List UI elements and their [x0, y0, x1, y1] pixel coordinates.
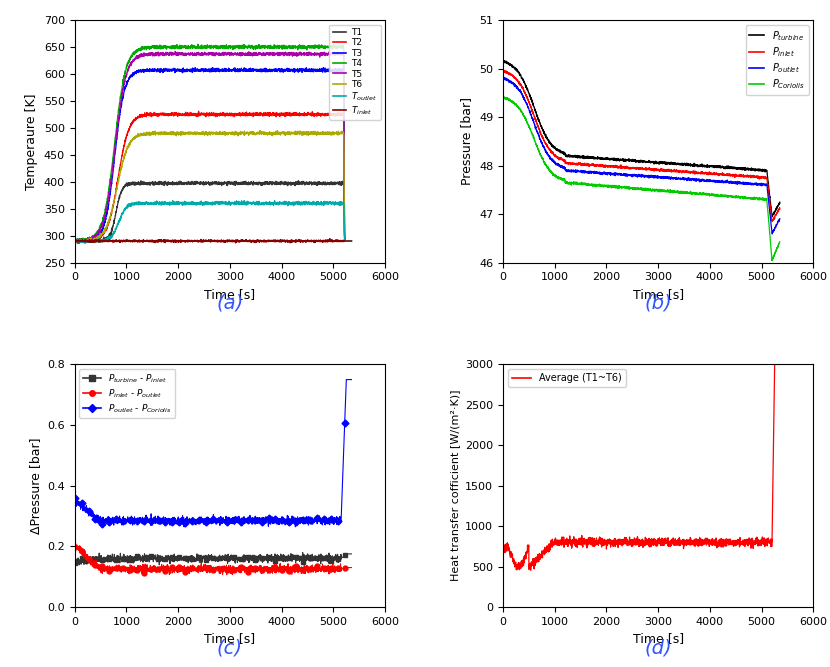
- Legend: Average (T1~T6): Average (T1~T6): [508, 370, 626, 387]
- Text: (b): (b): [644, 293, 672, 313]
- Legend: T1, T2, T3, T4, T5, T6, $T_{outlet}$, $T_{inlet}$: T1, T2, T3, T4, T5, T6, $T_{outlet}$, $T…: [330, 25, 381, 120]
- Y-axis label: Temperaure [K]: Temperaure [K]: [25, 93, 38, 189]
- X-axis label: Time [s]: Time [s]: [632, 288, 684, 301]
- Text: (d): (d): [644, 638, 672, 657]
- Legend: $P_{turbine}$, $P_{inlet}$, $P_{outlet}$, $P_{Coriolis}$: $P_{turbine}$, $P_{inlet}$, $P_{outlet}$…: [745, 25, 808, 95]
- X-axis label: Time [s]: Time [s]: [204, 288, 256, 301]
- X-axis label: Time [s]: Time [s]: [204, 632, 256, 645]
- Text: (a): (a): [217, 293, 243, 313]
- Y-axis label: ΔPressure [bar]: ΔPressure [bar]: [29, 438, 42, 534]
- Text: (c): (c): [217, 638, 243, 657]
- Y-axis label: Heat transfer cofficient [W/(m²·K)]: Heat transfer cofficient [W/(m²·K)]: [450, 390, 460, 582]
- Legend: $P_{turbine}$ - $P_{inlet}$, $P_{inlet}$ - $P_{outlet}$, $P_{outlet}$ - $P_{Cori: $P_{turbine}$ - $P_{inlet}$, $P_{inlet}$…: [79, 369, 175, 418]
- Y-axis label: Pressure [bar]: Pressure [bar]: [461, 97, 473, 185]
- X-axis label: Time [s]: Time [s]: [632, 632, 684, 645]
